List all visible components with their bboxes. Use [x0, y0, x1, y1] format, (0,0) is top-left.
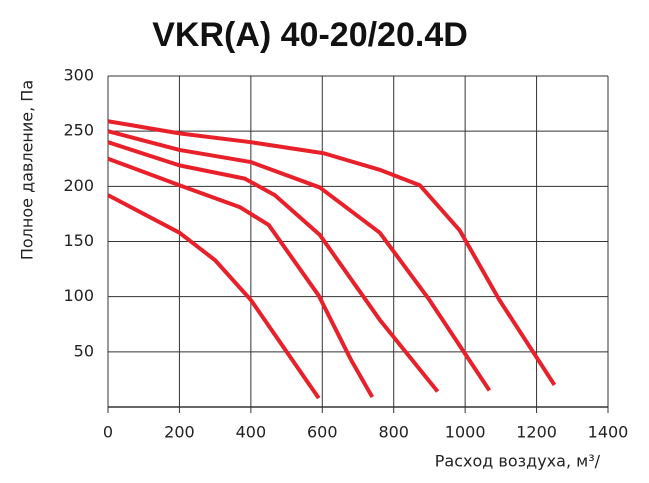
chart-title: VKR(A) 40-20/20.4D: [152, 16, 468, 54]
x-tick-label: 600: [307, 423, 338, 442]
y-tick-label: 250: [63, 121, 94, 140]
curve: [107, 193, 321, 400]
x-axis-label: Расход воздуха, м³/: [435, 452, 601, 471]
y-tick-label: 100: [63, 286, 94, 305]
curve: [107, 140, 440, 393]
curve: [107, 156, 375, 399]
curve: [107, 119, 557, 387]
x-tick-label: 800: [378, 423, 409, 442]
y-tick-label: 50: [74, 341, 94, 360]
x-tick-label: 1400: [588, 423, 629, 442]
x-tick-label: 1200: [516, 423, 557, 442]
y-tick-label: 150: [63, 231, 94, 250]
y-tick-label: 300: [63, 66, 94, 85]
y-tick-label: 200: [63, 176, 94, 195]
y-axis-label: Полное давление, Па: [18, 80, 37, 260]
x-tick-label: 200: [164, 423, 195, 442]
curve: [107, 129, 492, 392]
x-tick-label: 1000: [445, 423, 486, 442]
x-tick-label: 400: [236, 423, 267, 442]
x-tick-label: 0: [103, 423, 113, 442]
